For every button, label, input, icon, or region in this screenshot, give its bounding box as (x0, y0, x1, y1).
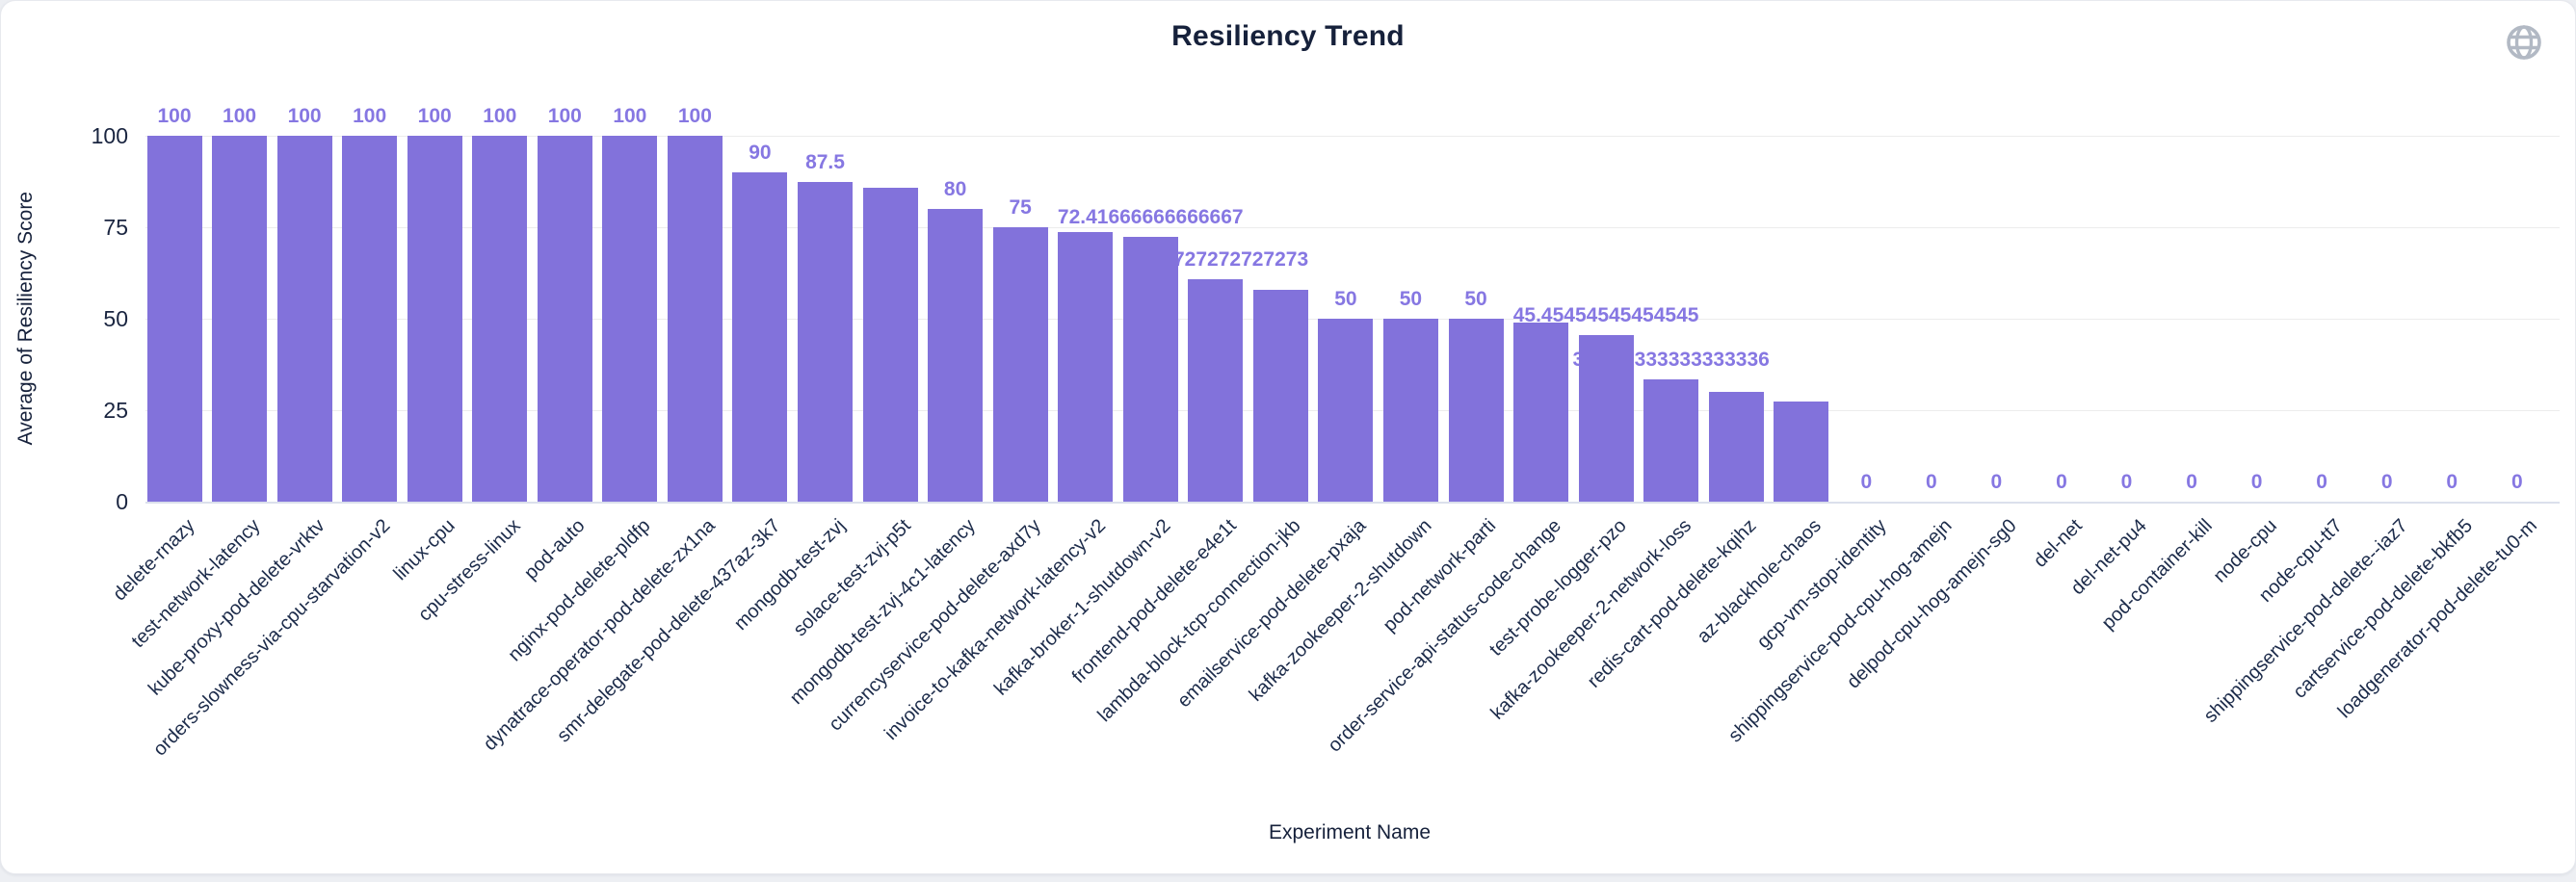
bar-value-label: 100 (417, 105, 452, 127)
y-tick-label: 50 (103, 306, 128, 331)
bar-value-label: 72.41666666666667 (1057, 205, 1244, 228)
y-gridline (145, 136, 2560, 137)
bar[interactable] (1122, 236, 1178, 502)
bar[interactable] (276, 136, 332, 502)
y-axis-title: Average of Resiliency Score (14, 192, 37, 446)
bar-value-label: 0 (2186, 471, 2197, 493)
x-tick-label: az-blackhole-chaos (1693, 515, 1827, 648)
bar-value-label: 0 (2250, 471, 2263, 493)
bar-value-label: 0 (2056, 471, 2067, 493)
y-gridline (145, 227, 2560, 228)
bar[interactable] (472, 136, 528, 502)
bar-value-label: 0 (1926, 471, 1937, 493)
bar-value-label: 0 (1860, 471, 1873, 493)
bar-value-label: 100 (547, 105, 582, 127)
bar-value-label: 0 (2446, 471, 2458, 493)
bar[interactable] (1578, 335, 1634, 502)
bar[interactable] (798, 181, 853, 502)
bar-value-label: 50 (1334, 288, 1357, 310)
bar-value-label: 45.45454545454545 (1512, 304, 1699, 327)
bar[interactable] (1643, 379, 1699, 502)
x-axis-line (145, 502, 2560, 504)
bar[interactable] (1708, 392, 1764, 502)
bar[interactable] (537, 136, 592, 502)
bar-value-label: 100 (483, 105, 517, 127)
bar[interactable] (1318, 319, 1374, 502)
x-tick-label: mongodb-test-zvj (730, 515, 851, 636)
bar[interactable] (407, 136, 462, 502)
x-tick-label: del-net (2029, 515, 2087, 572)
bar[interactable] (1058, 232, 1114, 502)
bar-value-label: 0 (2380, 471, 2393, 493)
bar-value-label: 100 (677, 105, 712, 127)
bar-value-label: 100 (287, 105, 322, 127)
bar-value-label: 100 (613, 105, 647, 127)
bar[interactable] (1513, 322, 1569, 502)
x-tick-label: pod-network-parti (1379, 515, 1501, 636)
bar-value-label: 0 (2120, 471, 2133, 493)
x-tick-label: dynatrace-operator-pod-delete-zx1na (479, 515, 720, 756)
x-tick-label: orders-slowness-via-cpu-starvation-v2 (148, 515, 395, 761)
y-tick-label: 0 (116, 489, 128, 514)
bar[interactable] (1774, 401, 1829, 502)
globe-icon (2502, 20, 2546, 65)
y-tick-label: 25 (103, 398, 128, 423)
bar-value-label: 50 (1464, 288, 1487, 310)
y-tick-label: 100 (91, 123, 128, 148)
x-tick-label: order-service-api-status-code-change (1324, 515, 1566, 757)
bar-value-label: 100 (157, 105, 192, 127)
x-axis-title: Experiment Name (1268, 821, 1432, 843)
bar[interactable] (732, 172, 788, 502)
bar[interactable] (602, 136, 658, 502)
bar-value-label: 87.5 (805, 150, 845, 173)
bar-value-label: 75 (1009, 196, 1032, 219)
bar-value-label: 50 (1399, 288, 1423, 310)
bar-value-label: 90 (749, 142, 772, 164)
chart-title: Resiliency Trend (1171, 20, 1405, 52)
bar[interactable] (1382, 319, 1438, 502)
bar[interactable] (992, 227, 1048, 502)
bar-value-label: 0 (2510, 471, 2523, 493)
y-tick-label: 75 (103, 215, 128, 240)
bar[interactable] (928, 209, 984, 502)
bar[interactable] (667, 136, 723, 502)
bar-value-label: 100 (223, 105, 257, 127)
bar[interactable] (342, 136, 398, 502)
bar-value-label: 80 (943, 178, 967, 200)
bar-value-label: 0 (1990, 471, 2003, 493)
bar[interactable] (1448, 319, 1504, 502)
bar-value-label: 0 (2316, 471, 2327, 493)
x-tick-label: solace-test-zvj-p5t (789, 515, 915, 641)
bar[interactable] (146, 136, 202, 502)
bar[interactable] (862, 187, 918, 502)
bar[interactable] (1252, 289, 1308, 502)
bar[interactable] (1188, 279, 1244, 502)
bar[interactable] (212, 136, 268, 502)
x-tick-label: pod-container-kill (2097, 515, 2217, 635)
bar-value-label: 100 (353, 105, 387, 127)
